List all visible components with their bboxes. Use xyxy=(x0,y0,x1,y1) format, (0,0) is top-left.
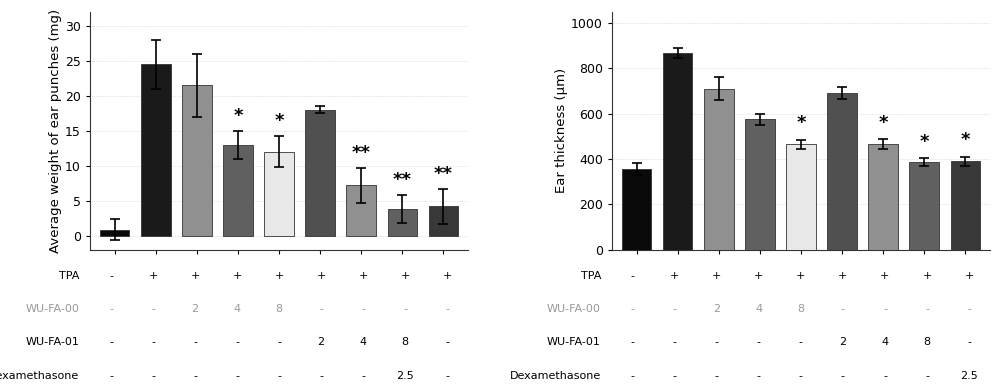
Bar xyxy=(264,152,294,236)
Bar xyxy=(868,144,898,250)
Bar xyxy=(100,230,129,236)
Text: **: ** xyxy=(393,171,412,189)
Text: *: * xyxy=(796,114,806,132)
Bar xyxy=(663,53,692,250)
Text: *: * xyxy=(878,114,888,132)
Text: *: * xyxy=(919,133,929,151)
Text: *: * xyxy=(233,107,243,124)
Bar xyxy=(909,162,939,250)
Bar xyxy=(182,85,212,236)
Text: **: ** xyxy=(352,144,371,162)
Bar xyxy=(388,209,417,236)
Bar xyxy=(745,119,775,250)
Y-axis label: Ear thickness (μm): Ear thickness (μm) xyxy=(555,68,568,193)
Text: *: * xyxy=(961,131,970,149)
Bar xyxy=(305,109,335,236)
Text: *: * xyxy=(274,112,284,130)
Y-axis label: Average weight of ear punches (mg): Average weight of ear punches (mg) xyxy=(49,8,62,253)
Bar xyxy=(346,185,376,236)
Text: **: ** xyxy=(434,165,453,183)
Bar xyxy=(622,169,651,250)
Bar xyxy=(786,144,816,250)
Bar xyxy=(141,64,171,236)
Bar xyxy=(704,89,734,250)
Bar xyxy=(951,161,980,250)
Bar xyxy=(223,144,253,236)
Bar xyxy=(429,206,458,236)
Bar xyxy=(827,93,857,250)
